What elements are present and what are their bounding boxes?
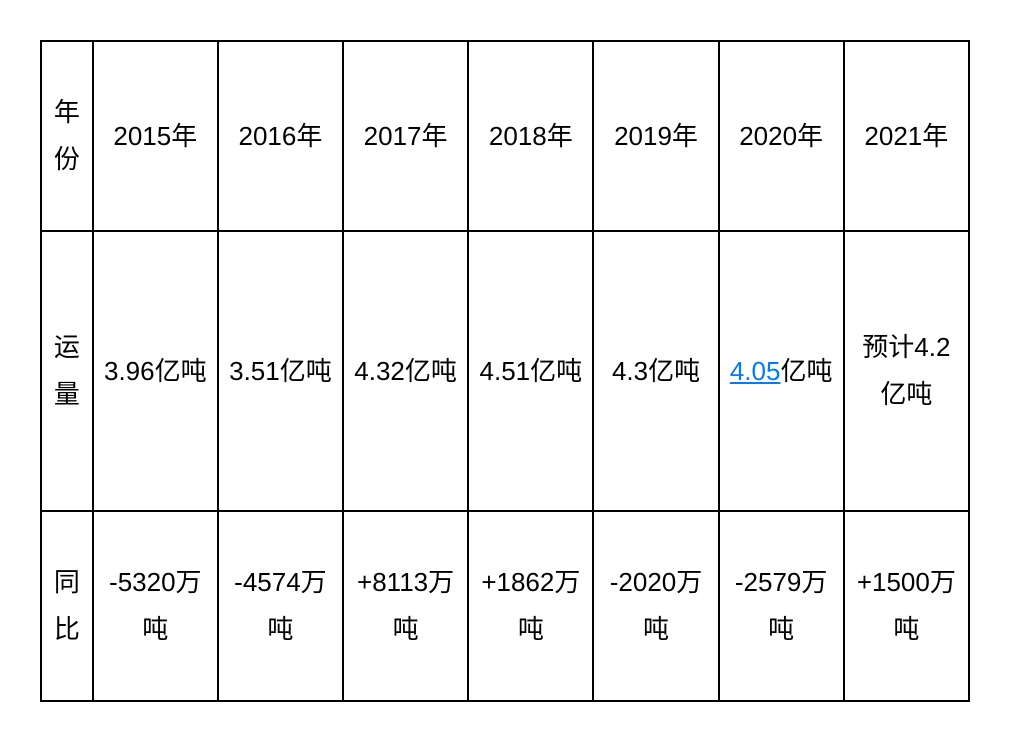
cell-year-2018: 2018年 [468, 41, 593, 231]
cell-volume-2019: 4.3亿吨 [593, 231, 718, 511]
cell-volume-2018: 4.51亿吨 [468, 231, 593, 511]
cell-yoy-2020: -2579万吨 [719, 511, 844, 701]
table-row-year: 年份 2015年 2016年 2017年 2018年 2019年 2020年 2… [41, 41, 969, 231]
cell-yoy-2017: +8113万吨 [343, 511, 468, 701]
volume-2020-suffix: 亿吨 [780, 356, 832, 386]
cell-year-2015: 2015年 [93, 41, 218, 231]
cell-volume-2017: 4.32亿吨 [343, 231, 468, 511]
cell-yoy-2015: -5320万吨 [93, 511, 218, 701]
row-label-volume: 运量 [41, 231, 93, 511]
table-row-volume: 运量 3.96亿吨 3.51亿吨 4.32亿吨 4.51亿吨 4.3亿吨 4.0… [41, 231, 969, 511]
row-label-year: 年份 [41, 41, 93, 231]
cell-volume-2016: 3.51亿吨 [218, 231, 343, 511]
table-row-yoy: 同比 -5320万吨 -4574万吨 +8113万吨 +1862万吨 -2020… [41, 511, 969, 701]
cell-year-2021: 2021年 [844, 41, 969, 231]
cell-yoy-2019: -2020万吨 [593, 511, 718, 701]
cell-year-2016: 2016年 [218, 41, 343, 231]
cell-volume-2020: 4.05亿吨 [719, 231, 844, 511]
freight-volume-table: 年份 2015年 2016年 2017年 2018年 2019年 2020年 2… [40, 40, 970, 702]
row-label-yoy: 同比 [41, 511, 93, 701]
cell-volume-2021: 预计4.2亿吨 [844, 231, 969, 511]
cell-year-2020: 2020年 [719, 41, 844, 231]
cell-yoy-2018: +1862万吨 [468, 511, 593, 701]
cell-volume-2015: 3.96亿吨 [93, 231, 218, 511]
cell-year-2017: 2017年 [343, 41, 468, 231]
cell-yoy-2021: +1500万吨 [844, 511, 969, 701]
cell-yoy-2016: -4574万吨 [218, 511, 343, 701]
cell-year-2019: 2019年 [593, 41, 718, 231]
volume-2020-link[interactable]: 4.05 [730, 356, 781, 386]
